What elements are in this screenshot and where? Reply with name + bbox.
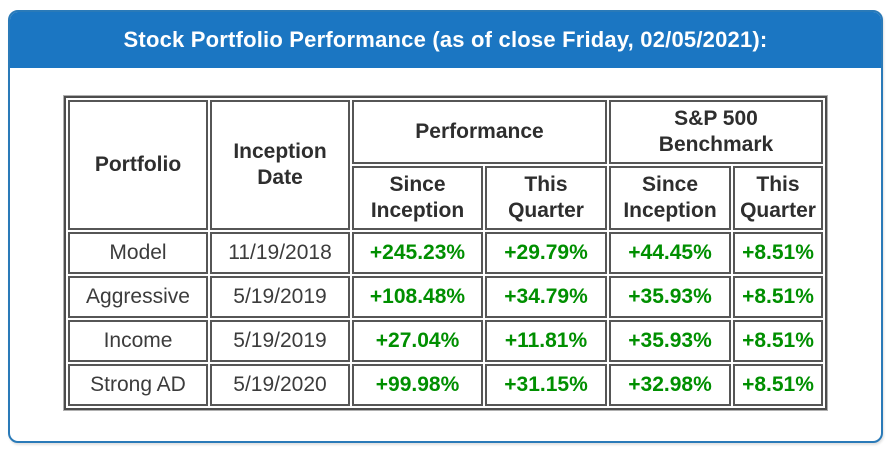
portfolio-name: Income (68, 320, 208, 362)
header-row-groups: Portfolio Inception Date Performance S&P… (68, 100, 823, 230)
perf-this-quarter-value: +34.79% (485, 276, 607, 318)
col-header-sp500-since-inception: Since Inception (609, 166, 731, 230)
portfolio-name: Aggressive (68, 276, 208, 318)
perf-since-inception-value: +245.23% (352, 232, 483, 274)
inception-date: 5/19/2019 (210, 276, 350, 318)
sp500-this-quarter-value: +8.51% (733, 232, 823, 274)
sp500-this-quarter-value: +8.51% (733, 364, 823, 406)
sp500-since-inception-value: +35.93% (609, 276, 731, 318)
table-container: Portfolio Inception Date Performance S&P… (10, 95, 881, 411)
col-header-sp500-this-quarter: This Quarter (733, 166, 823, 230)
portfolio-name: Model (68, 232, 208, 274)
table-row-model: Model 11/19/2018 +245.23% +29.79% +44.45… (68, 232, 823, 274)
page-title: Stock Portfolio Performance (as of close… (123, 27, 768, 52)
sp500-this-quarter-value: +8.51% (733, 276, 823, 318)
sp500-since-inception-value: +32.98% (609, 364, 731, 406)
perf-this-quarter-value: +11.81% (485, 320, 607, 362)
inception-date: 5/19/2019 (210, 320, 350, 362)
header-row-subcolumns: Since Inception This Quarter Since Incep… (68, 166, 823, 230)
perf-this-quarter-value: +29.79% (485, 232, 607, 274)
sp500-this-quarter-value: +8.51% (733, 320, 823, 362)
perf-since-inception-value: +108.48% (352, 276, 483, 318)
perf-since-inception-value: +27.04% (352, 320, 483, 362)
inception-date: 5/19/2020 (210, 364, 350, 406)
col-header-perf-since-inception: Since Inception (352, 166, 483, 230)
portfolio-performance-panel: Stock Portfolio Performance (as of close… (8, 10, 883, 443)
performance-table: Portfolio Inception Date Performance S&P… (63, 95, 828, 411)
col-header-portfolio: Portfolio (68, 100, 208, 230)
table-row-income: Income 5/19/2019 +27.04% +11.81% +35.93%… (68, 320, 823, 362)
col-header-inception-date: Inception Date (210, 100, 350, 230)
sp500-since-inception-value: +44.45% (609, 232, 731, 274)
table-row-aggressive: Aggressive 5/19/2019 +108.48% +34.79% +3… (68, 276, 823, 318)
portfolio-name: Strong AD (68, 364, 208, 406)
perf-since-inception-value: +99.98% (352, 364, 483, 406)
sp500-since-inception-value: +35.93% (609, 320, 731, 362)
title-bar: Stock Portfolio Performance (as of close… (10, 12, 881, 68)
table-row-strong-ad: Strong AD 5/19/2020 +99.98% +31.15% +32.… (68, 364, 823, 406)
col-group-performance: Performance (352, 100, 607, 164)
col-group-sp500-benchmark: S&P 500 Benchmark (609, 100, 823, 164)
perf-this-quarter-value: +31.15% (485, 364, 607, 406)
col-header-perf-this-quarter: This Quarter (485, 166, 607, 230)
inception-date: 11/19/2018 (210, 232, 350, 274)
